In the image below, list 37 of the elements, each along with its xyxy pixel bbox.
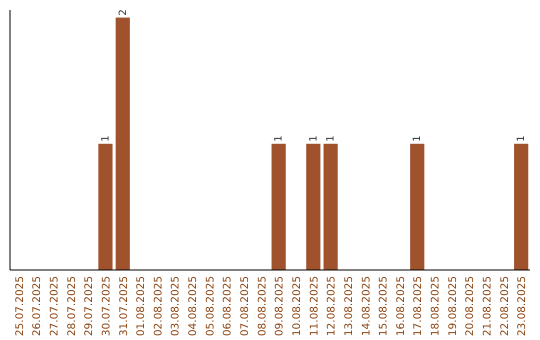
data-label: 1 [516, 135, 528, 142]
x-tick-label: 27.07.2025 [48, 276, 60, 336]
x-tick-label: 20.08.2025 [464, 276, 476, 336]
x-tick-label: 31.07.2025 [118, 276, 130, 336]
x-tick-label: 14.08.2025 [360, 276, 372, 336]
x-tick-label: 21.08.2025 [482, 276, 494, 336]
x-tick-label: 09.08.2025 [274, 276, 286, 336]
x-tick-label: 23.08.2025 [516, 276, 528, 336]
x-tick-label: 30.07.2025 [100, 276, 112, 336]
x-tick-label: 05.08.2025 [204, 276, 216, 336]
x-tick-label: 12.08.2025 [326, 276, 338, 336]
x-tick-label: 06.08.2025 [222, 276, 234, 336]
data-label: 1 [308, 135, 320, 142]
x-tick-label: 22.08.2025 [498, 276, 511, 336]
x-tick-label: 19.08.2025 [446, 276, 459, 336]
x-tick-label: 02.08.2025 [152, 276, 164, 336]
x-tick-label: 15.08.2025 [378, 276, 390, 336]
x-tick-label: 08.08.2025 [256, 276, 268, 336]
x-tick-label: 13.08.2025 [342, 276, 355, 336]
data-label: 1 [100, 135, 112, 142]
x-tick-label: 01.08.2025 [135, 276, 148, 336]
x-tick-label: 16.08.2025 [394, 276, 407, 336]
data-label: 1 [274, 135, 285, 142]
x-tick-label: 28.07.2025 [66, 276, 78, 336]
x-tick-label: 04.08.2025 [187, 276, 200, 336]
x-tick-label: 18.08.2025 [430, 276, 442, 336]
data-label: 1 [326, 135, 337, 142]
x-tick-label: 03.08.2025 [170, 276, 182, 336]
x-tick-label: 26.07.2025 [31, 276, 44, 336]
x-tick-label: 29.07.2025 [83, 276, 96, 336]
x-tick-label: 25.07.2025 [14, 276, 26, 336]
x-tick-label: 07.08.2025 [239, 276, 252, 336]
data-label: 2 [118, 9, 129, 16]
x-tick-label: 11.08.2025 [308, 276, 320, 336]
data-label: 1 [412, 135, 424, 142]
x-tick-label: 17.08.2025 [412, 276, 424, 336]
x-tick-label: 10.08.2025 [290, 276, 303, 336]
